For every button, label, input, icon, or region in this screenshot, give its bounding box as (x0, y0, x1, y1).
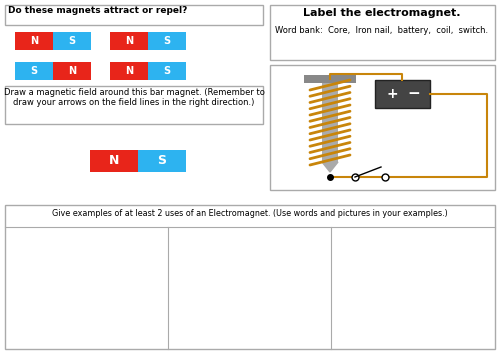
Text: Label the electromagnet.: Label the electromagnet. (303, 8, 461, 18)
FancyBboxPatch shape (304, 75, 356, 83)
FancyBboxPatch shape (5, 205, 495, 349)
FancyBboxPatch shape (138, 150, 186, 172)
Text: Word bank:  Core,  Iron nail,  battery,  coil,  switch.: Word bank: Core, Iron nail, battery, coi… (276, 26, 488, 35)
FancyBboxPatch shape (148, 62, 186, 80)
Text: S: S (30, 66, 38, 76)
Text: S: S (68, 36, 75, 46)
Text: −: − (407, 86, 420, 102)
Text: N: N (125, 36, 133, 46)
Text: S: S (158, 154, 166, 167)
Polygon shape (322, 162, 338, 172)
FancyBboxPatch shape (110, 32, 148, 50)
Text: S: S (164, 36, 170, 46)
Text: Do these magnets attract or repel?: Do these magnets attract or repel? (8, 6, 188, 15)
FancyBboxPatch shape (148, 32, 186, 50)
Text: N: N (109, 154, 119, 167)
FancyBboxPatch shape (15, 32, 53, 50)
Text: N: N (125, 66, 133, 76)
Text: Give examples of at least 2 uses of an Electromagnet. (Use words and pictures in: Give examples of at least 2 uses of an E… (52, 209, 448, 218)
FancyBboxPatch shape (375, 80, 430, 108)
FancyBboxPatch shape (15, 62, 53, 80)
FancyBboxPatch shape (270, 5, 495, 60)
FancyBboxPatch shape (53, 32, 91, 50)
FancyBboxPatch shape (90, 150, 138, 172)
FancyBboxPatch shape (110, 62, 148, 80)
Text: Draw a magnetic field around this bar magnet. (Remember to
draw your arrows on t: Draw a magnetic field around this bar ma… (4, 88, 264, 107)
Text: S: S (164, 66, 170, 76)
FancyBboxPatch shape (53, 62, 91, 80)
FancyBboxPatch shape (270, 65, 495, 190)
FancyBboxPatch shape (5, 5, 263, 25)
FancyBboxPatch shape (322, 83, 338, 162)
Text: +: + (387, 87, 398, 101)
Text: N: N (30, 36, 38, 46)
FancyBboxPatch shape (5, 86, 263, 124)
Text: N: N (68, 66, 76, 76)
